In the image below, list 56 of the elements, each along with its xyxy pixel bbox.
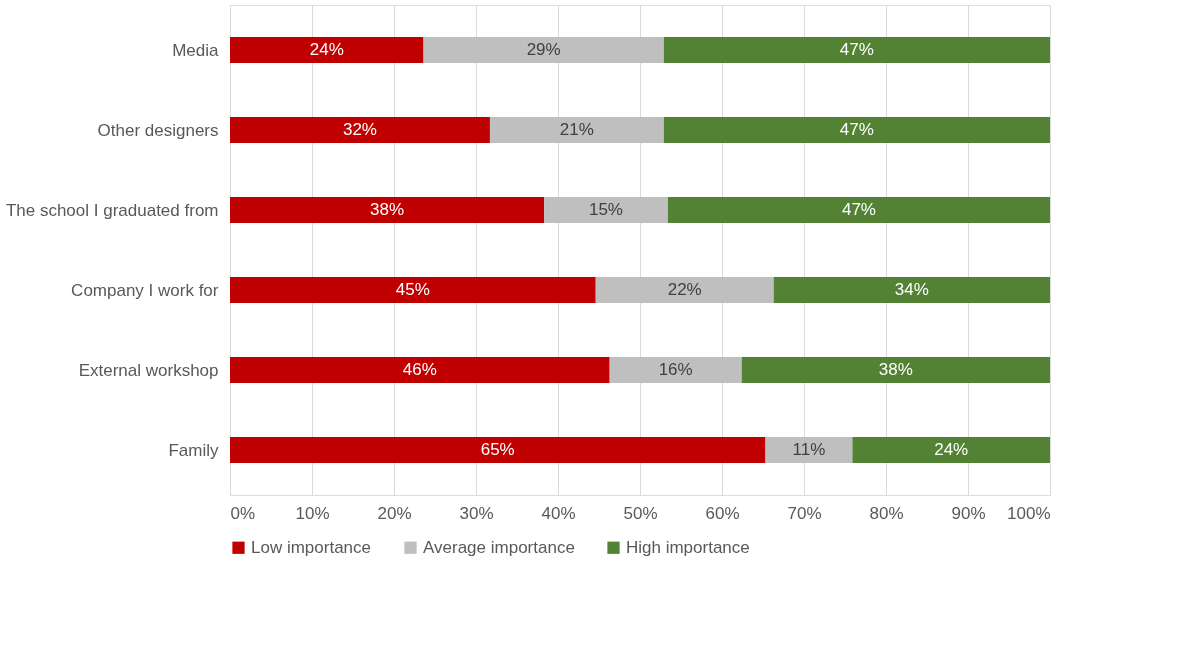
data-label: 38% [878,360,913,379]
bar [773,277,1050,303]
data-label: 16% [658,360,693,379]
x-tick-label: 50% [623,503,658,523]
x-tick-label: 80% [869,503,904,523]
data-label: 65% [480,440,515,459]
bar [423,37,664,63]
bar [230,117,490,143]
data-label: 47% [839,120,874,139]
y-tick-label: Other designers [97,120,219,140]
bar [609,357,742,383]
legend-label: High importance [626,537,750,557]
bar [741,357,1050,383]
bar [667,197,1050,223]
y-tick-label: The school I graduated from [5,200,219,220]
bar [230,277,596,303]
bar [230,37,424,63]
data-label: 32% [342,120,377,139]
bar [852,437,1050,463]
bar [544,197,668,223]
x-tick-label: 60% [705,503,740,523]
y-tick-label: External workshop [78,360,219,380]
data-label: 22% [667,280,702,299]
data-label: 45% [395,280,430,299]
y-tick-label: Company I work for [71,280,219,300]
bar [765,437,853,463]
x-tick-label: 20% [377,503,412,523]
data-label: 11% [792,440,826,459]
data-label: 47% [839,40,874,59]
data-label: 24% [934,440,969,459]
y-tick-label: Family [168,440,219,460]
data-label: 46% [402,360,437,379]
data-label: 21% [559,120,594,139]
bar [230,197,545,223]
x-tick-label: 100% [1007,503,1051,523]
data-label: 34% [894,280,929,299]
data-label: 38% [370,200,405,219]
x-tick-label: 90% [951,503,986,523]
x-tick-label: 70% [787,503,822,523]
x-tick-label: 40% [541,503,576,523]
x-tick-label: 30% [459,503,494,523]
bar [595,277,774,303]
bar [230,437,766,463]
data-label: 15% [588,200,623,219]
legend-label: Low importance [251,537,372,557]
data-label: 24% [309,40,344,59]
bar [663,117,1050,143]
legend-label: Average importance [423,537,575,557]
y-tick-label: Media [172,40,220,60]
x-tick-label: 10% [295,503,330,523]
data-label: 47% [841,200,876,219]
bar [230,357,610,383]
x-tick-label: 0% [230,503,256,523]
bar [663,37,1050,63]
bar [489,117,664,143]
data-label: 29% [526,40,561,59]
